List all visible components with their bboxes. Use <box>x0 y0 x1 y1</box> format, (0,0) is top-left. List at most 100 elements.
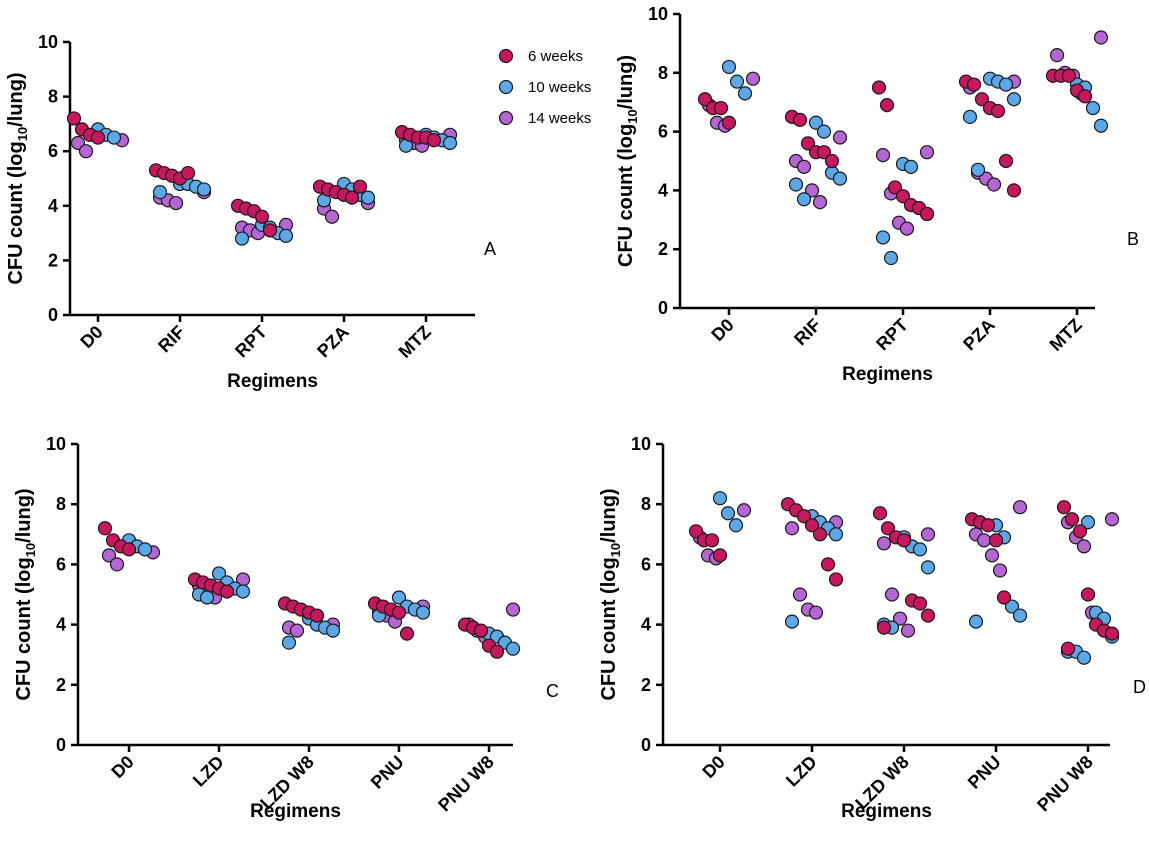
x-tick-label: MTZ <box>1046 315 1086 355</box>
x-tick-label: PNU <box>367 752 408 793</box>
y-axis-label: CFU count (log10/lung) <box>598 488 623 700</box>
data-point-6-weeks <box>812 527 828 542</box>
x-tick-label: RPT <box>872 315 912 355</box>
data-point-14-weeks <box>78 144 94 159</box>
y-axis-label: CFU count (log10/lung) <box>615 55 640 267</box>
legend-label: 6 weeks <box>528 48 583 65</box>
y-tick-label: 2 <box>56 675 66 695</box>
y-tick-label: 0 <box>641 735 651 755</box>
data-point-14-weeks <box>324 209 340 224</box>
y-tick-label: 10 <box>38 32 58 52</box>
y-tick-label: 0 <box>658 298 668 318</box>
y-tick-label: 8 <box>48 87 58 107</box>
x-tick-label: LZD <box>782 752 821 791</box>
data-point-14-weeks <box>984 548 1000 563</box>
data-point-10-weeks <box>875 230 891 245</box>
data-point-6-weeks <box>896 533 912 548</box>
y-axis-label: CFU count (log10/lung) <box>13 488 38 700</box>
y-tick-label: 10 <box>46 434 66 454</box>
data-point-6-weeks <box>1006 183 1022 198</box>
y-tick-label: 2 <box>48 250 58 270</box>
data-point-14-weeks <box>1093 30 1109 45</box>
data-point-10-weeks <box>816 124 832 139</box>
legend-marker <box>498 79 514 95</box>
data-point-14-weeks <box>796 159 812 174</box>
x-axis-label: Regimens <box>250 801 341 822</box>
data-point-6-weeks <box>800 136 816 151</box>
data-point-14-weeks <box>808 605 824 620</box>
data-point-6-weeks <box>876 620 892 635</box>
x-tick-label: RIF <box>154 322 189 357</box>
data-point-10-weeks <box>832 171 848 186</box>
data-point-10-weeks <box>1004 599 1020 614</box>
data-point-14-weeks <box>919 145 935 160</box>
data-point-10-weeks <box>1006 92 1022 107</box>
y-tick-label: 4 <box>641 615 651 635</box>
y-tick-label: 10 <box>631 434 651 454</box>
data-point-14-weeks <box>976 533 992 548</box>
panel-letter: D <box>1133 677 1146 697</box>
y-tick-label: 4 <box>658 180 668 200</box>
data-point-6-weeks <box>912 596 928 611</box>
data-point-6-weeks <box>796 509 812 524</box>
data-point-10-weeks <box>1076 650 1092 665</box>
data-point-14-weeks <box>745 71 761 86</box>
data-point-6-weeks <box>713 100 729 116</box>
data-point-6-weeks <box>919 206 935 222</box>
data-point-6-weeks <box>879 98 895 113</box>
data-point-6-weeks <box>1056 500 1072 515</box>
data-point-6-weeks <box>920 608 936 623</box>
data-point-10-weeks <box>415 605 431 620</box>
data-point-10-weeks <box>505 641 521 656</box>
y-tick-label: 8 <box>658 63 668 83</box>
data-point-14-weeks <box>101 548 117 563</box>
data-point-6-weeks <box>97 521 113 536</box>
data-point-6-weeks <box>697 92 713 107</box>
data-point-6-weeks <box>1060 641 1076 656</box>
data-point-6-weeks <box>90 130 106 145</box>
data-point-10-weeks <box>360 190 376 205</box>
data-point-6-weeks <box>887 180 903 195</box>
data-point-6-weeks <box>66 111 82 126</box>
data-point-6-weeks <box>121 542 137 557</box>
data-point-10-weeks <box>737 86 753 101</box>
data-point-10-weeks <box>729 74 745 89</box>
panel-letter: B <box>1127 229 1139 249</box>
data-point-6-weeks <box>990 103 1006 119</box>
x-tick-label: PZA <box>313 322 353 362</box>
x-tick-label: MTZ <box>395 322 435 362</box>
data-point-6-weeks <box>473 623 489 638</box>
data-point-6-weeks <box>880 521 896 536</box>
data-point-10-weeks <box>234 231 250 246</box>
x-tick-label: D0 <box>698 752 728 782</box>
data-point-14-weeks <box>832 130 848 145</box>
data-point-6-weeks <box>1061 68 1077 83</box>
data-point-10-weeks <box>442 135 458 151</box>
panel-letter: C <box>546 681 559 701</box>
data-point-10-weeks <box>106 130 122 145</box>
x-axis-label: Regimens <box>842 364 933 385</box>
data-point-14-weeks <box>900 623 916 638</box>
data-point-10-weeks <box>808 115 824 130</box>
x-tick-label: D0 <box>107 752 137 782</box>
data-point-10-weeks <box>1085 100 1101 116</box>
data-point-14-weeks <box>875 148 891 163</box>
y-tick-label: 4 <box>48 196 58 216</box>
data-point-10-weeks <box>235 584 251 599</box>
x-tick-label: LZD <box>189 752 228 791</box>
data-point-6-weeks <box>996 590 1012 605</box>
panel-A: 0 2 4 6 8 10 CFU count (log10/lung) D0 RIF RPT PZA… <box>5 32 496 392</box>
data-point-6-weeks <box>1080 587 1096 602</box>
data-point-10-weeks <box>728 518 744 533</box>
data-point-6-weeks <box>712 548 728 563</box>
data-point-10-weeks <box>903 159 919 174</box>
data-point-6-weeks <box>426 133 442 148</box>
data-point-6-weeks <box>391 605 407 620</box>
y-tick-label: 4 <box>56 615 66 635</box>
x-tick-label: PZA <box>959 315 999 355</box>
data-point-14-weeks <box>899 221 915 236</box>
x-tick-label: RPT <box>231 322 271 362</box>
data-point-6-weeks <box>254 209 270 224</box>
data-point-10-weeks <box>199 590 215 605</box>
panel-letter: A <box>484 239 496 259</box>
